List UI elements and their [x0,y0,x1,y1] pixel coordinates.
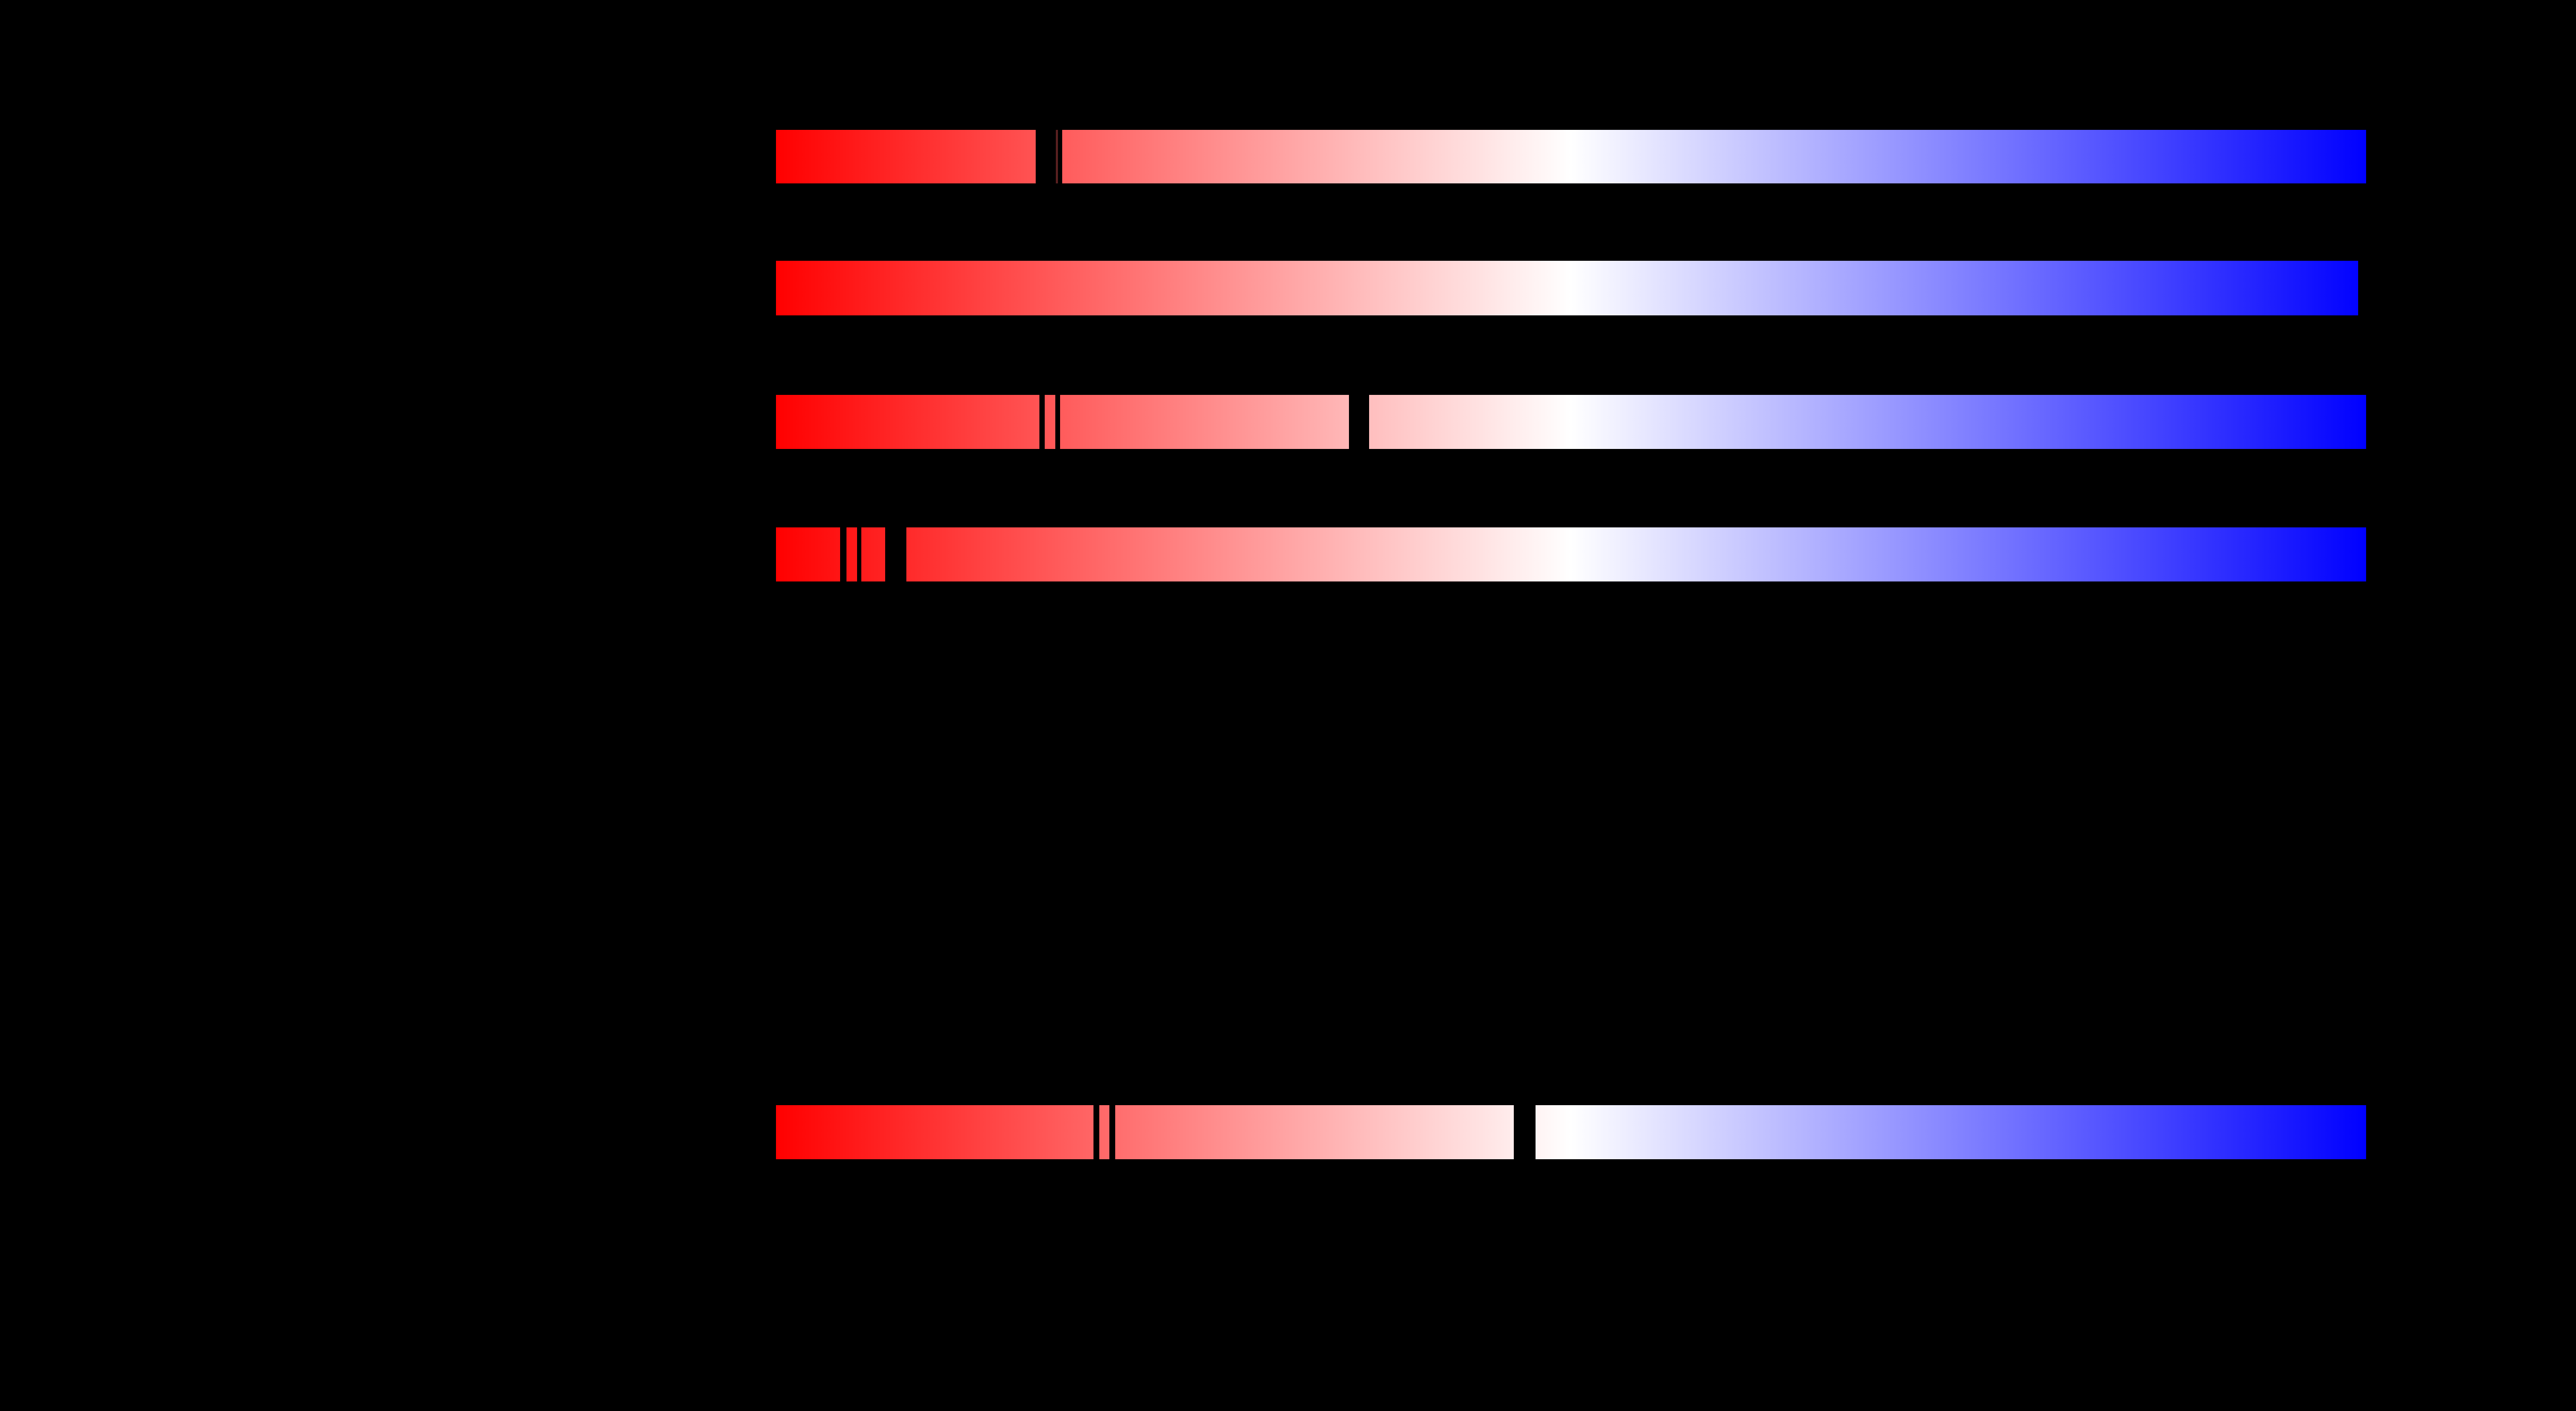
bar-segment [1369,395,2366,449]
bar-segment [776,395,1039,449]
timeline-row-1 [0,130,2576,183]
bar-segment [776,130,1036,183]
bar-segment [846,527,857,581]
bar-segment [1115,1105,1514,1159]
bar-segment [1536,1105,2366,1159]
bar-segment [776,527,840,581]
bar-segment [1060,395,1349,449]
timeline-row-3 [0,395,2576,449]
bar-segment [776,261,2358,315]
bar-segment [1062,130,2366,183]
timeline-row-2 [0,261,2576,315]
bar-segment [906,527,2366,581]
bar-segment [776,1105,1093,1159]
timeline-row-5 [0,1105,2576,1159]
bar-segment [861,527,885,581]
bar-segment [1099,1105,1109,1159]
bar-segment [1045,395,1055,449]
timeline-row-4 [0,527,2576,581]
bar-segment [1056,130,1058,183]
